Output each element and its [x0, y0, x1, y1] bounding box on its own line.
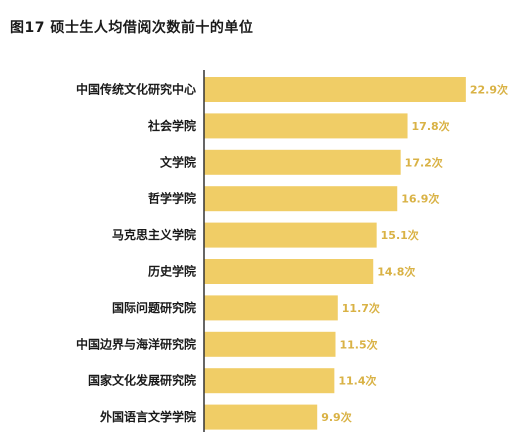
category-label-0: 中国传统文化研究中心 [76, 82, 196, 97]
value-label-3: 16.9次 [401, 192, 439, 206]
bar-5 [204, 259, 374, 284]
category-label-9: 外国语言文学学院 [100, 409, 196, 424]
category-label-1: 社会学院 [147, 118, 196, 133]
bar-3 [204, 186, 398, 212]
value-label-4: 15.1次 [381, 228, 419, 242]
bar-0 [204, 77, 466, 102]
bar-4 [204, 222, 377, 248]
bar-8 [204, 368, 335, 394]
bar-2 [204, 149, 401, 175]
value-label-5: 14.8次 [377, 265, 415, 279]
bar-9 [204, 404, 318, 430]
category-label-2: 文学院 [160, 154, 196, 169]
category-labels-layer: 中国传统文化研究中心社会学院文学院哲学学院马克思主义学院历史学院国际问题研究院中… [76, 82, 196, 425]
value-labels-layer: 22.9次 17.8次 17.2次 16.9次 15.1次 14.8次 11.7次 11.5次… [321, 83, 508, 425]
value-label-6: 11.7次 [342, 301, 380, 315]
value-label-7: 11.5次 [340, 337, 378, 351]
value-label-8: 11.4次 [338, 374, 376, 388]
bar-7 [204, 331, 336, 357]
category-label-4: 马克思主义学院 [112, 227, 196, 242]
bar-6 [204, 295, 338, 321]
value-label-9: 9.9次 [321, 410, 352, 424]
bars-layer [204, 77, 466, 430]
category-label-6: 国际问题研究院 [112, 300, 196, 315]
value-label-1: 17.8次 [412, 119, 450, 133]
bar-1 [204, 113, 408, 139]
value-label-2: 17.2次 [405, 155, 443, 169]
category-label-7: 中国边界与海洋研究院 [76, 336, 196, 351]
category-label-8: 国家文化发展研究院 [88, 373, 196, 388]
value-label-0: 22.9次 [470, 83, 508, 97]
category-label-3: 哲学学院 [148, 191, 196, 206]
category-label-5: 历史学院 [148, 264, 196, 279]
chart-title: 图17 硕士生人均借阅次数前十的单位 [10, 20, 254, 36]
